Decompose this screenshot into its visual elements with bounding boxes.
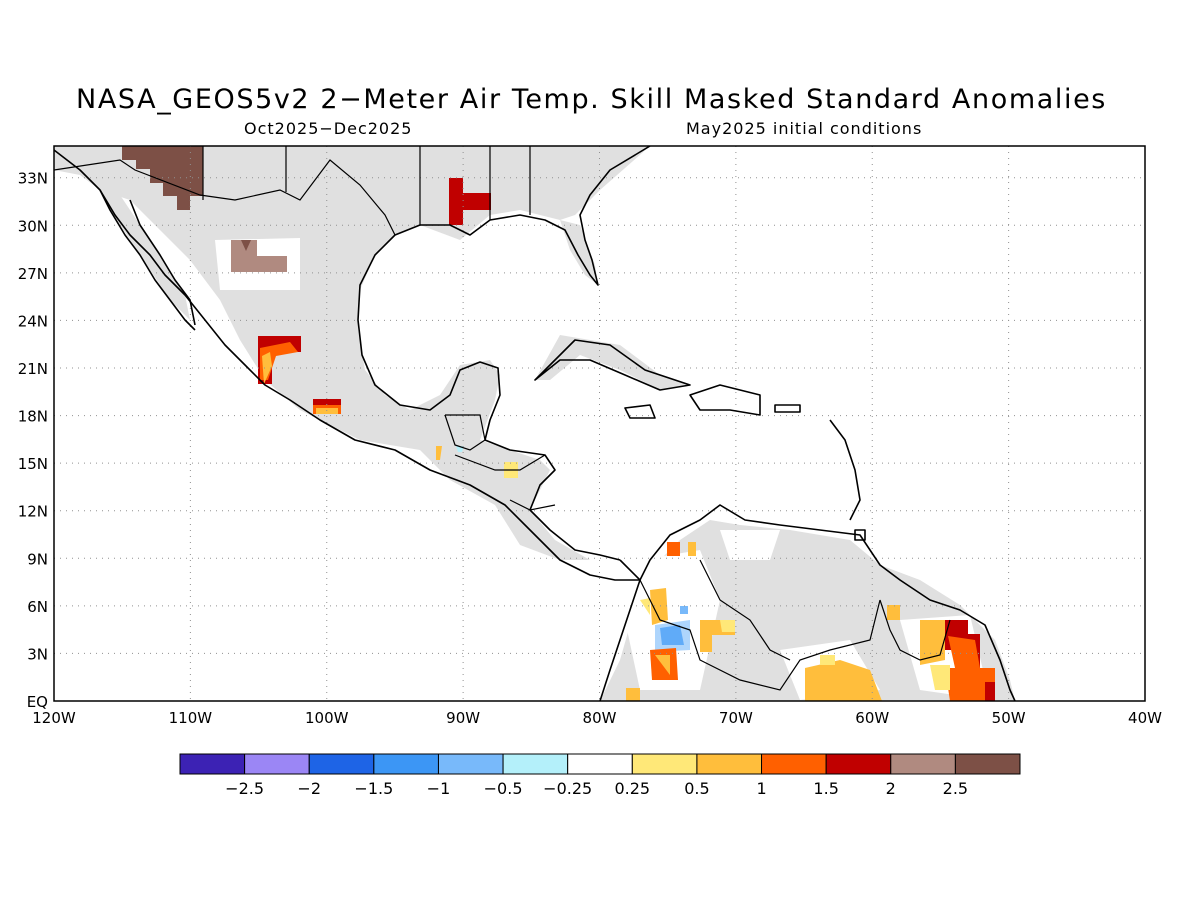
colorbar-label: −1: [427, 779, 451, 798]
lon-tick-label: 100W: [305, 709, 349, 727]
colorbar: [179, 753, 1021, 775]
lat-tick-label: 6N: [27, 598, 48, 616]
map-title: NASA_GEOS5v2 2−Meter Air Temp. Skill Mas…: [76, 84, 1107, 115]
latitude-labels: 33N 30N 27N 24N 21N 18N 15N 12N 9N 6N 3N EQ: [18, 170, 48, 711]
forecast-period-label: Oct2025−Dec2025: [244, 119, 413, 138]
colorbar-label: −2.5: [225, 779, 264, 798]
colorbar-label: −2: [297, 779, 321, 798]
lon-tick-label: 90W: [446, 709, 480, 727]
colorbar-swatch: [567, 753, 633, 775]
lat-tick-label: 9N: [27, 550, 48, 568]
colorbar-swatch: [308, 753, 375, 775]
colorbar-label: 1.5: [813, 779, 838, 798]
colorbar-label: 0.5: [684, 779, 709, 798]
colorbar-swatch: [179, 753, 246, 775]
lat-tick-label: 30N: [18, 217, 48, 235]
lon-tick-label: 40W: [1128, 709, 1162, 727]
colorbar-swatch: [890, 753, 956, 775]
lon-tick-label: 70W: [719, 709, 753, 727]
colorbar-swatch: [244, 753, 310, 775]
colorbar-swatch: [373, 753, 439, 775]
colorbar-label: −0.5: [484, 779, 523, 798]
lon-tick-label: 110W: [169, 709, 213, 727]
coastlines: [54, 146, 1016, 701]
lat-tick-label: 24N: [18, 312, 48, 330]
lat-tick-label: 33N: [18, 170, 48, 188]
lat-tick-label: 15N: [18, 455, 48, 473]
colorbar-labels: −2.5 −2 −1.5 −1 −0.5 −0.25 0.25 0.5 1 1.5 2 2.5: [225, 779, 968, 798]
masked-land: [54, 146, 1015, 701]
lon-tick-label: 120W: [32, 709, 76, 727]
lat-tick-label: 27N: [18, 265, 48, 283]
colorbar-swatch: [502, 753, 569, 775]
lon-tick-label: 60W: [855, 709, 889, 727]
lat-tick-label: 3N: [27, 645, 48, 663]
lon-tick-label: 80W: [583, 709, 617, 727]
country-borders: [54, 146, 951, 691]
colorbar-label: −1.5: [354, 779, 393, 798]
colorbar-label: −0.25: [543, 779, 592, 798]
colorbar-swatch: [437, 753, 504, 775]
colorbar-swatch: [825, 753, 892, 775]
initial-conditions-label: May2025 initial conditions: [686, 119, 923, 138]
lat-lon-grid: [54, 146, 1145, 701]
lon-tick-label: 50W: [992, 709, 1026, 727]
colorbar-label: 2.5: [943, 779, 968, 798]
colorbar-swatch: [696, 753, 763, 775]
colorbar-swatch: [631, 753, 698, 775]
map-frame: [53, 145, 1146, 702]
colorbar-swatch: [761, 753, 827, 775]
lat-tick-label: EQ: [27, 693, 48, 711]
lat-tick-label: 18N: [18, 408, 48, 426]
lat-tick-label: 12N: [18, 503, 48, 521]
longitude-labels: 120W 110W 100W 90W 80W 70W 60W 50W 40W: [32, 709, 1162, 727]
colorbar-label: 0.25: [614, 779, 650, 798]
colorbar-label: 2: [886, 779, 896, 798]
colorbar-swatch: [954, 753, 1021, 775]
colorbar-label: 1: [756, 779, 766, 798]
lat-tick-label: 21N: [18, 360, 48, 378]
